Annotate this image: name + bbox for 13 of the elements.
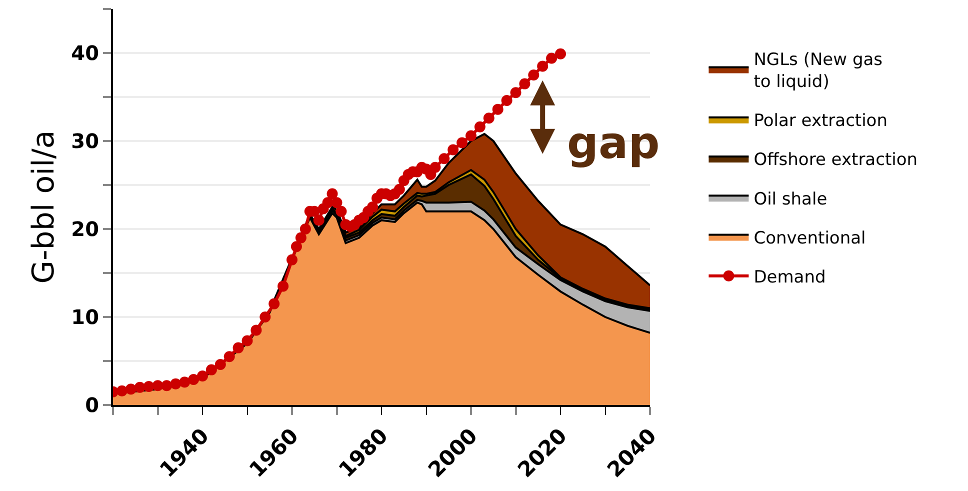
legend-label: Offshore extraction: [754, 150, 918, 170]
y-tick-label: 20: [71, 217, 99, 241]
y-tick-label: 40: [71, 41, 99, 65]
y-axis-title: G-bbl oil/a: [26, 130, 62, 284]
y-tick-label: 30: [71, 129, 99, 153]
y-tick-label: 10: [71, 305, 99, 329]
annotation: gap: [567, 118, 660, 169]
legend-label: Demand: [754, 267, 826, 288]
legend-label: Oil shale: [754, 189, 828, 210]
legend-label: Conventional: [754, 228, 866, 248]
legend-label: NGLs (New gas to liquid): [754, 50, 883, 92]
y-tick-label: 0: [85, 393, 99, 417]
legend-label: Polar extraction: [754, 111, 888, 132]
